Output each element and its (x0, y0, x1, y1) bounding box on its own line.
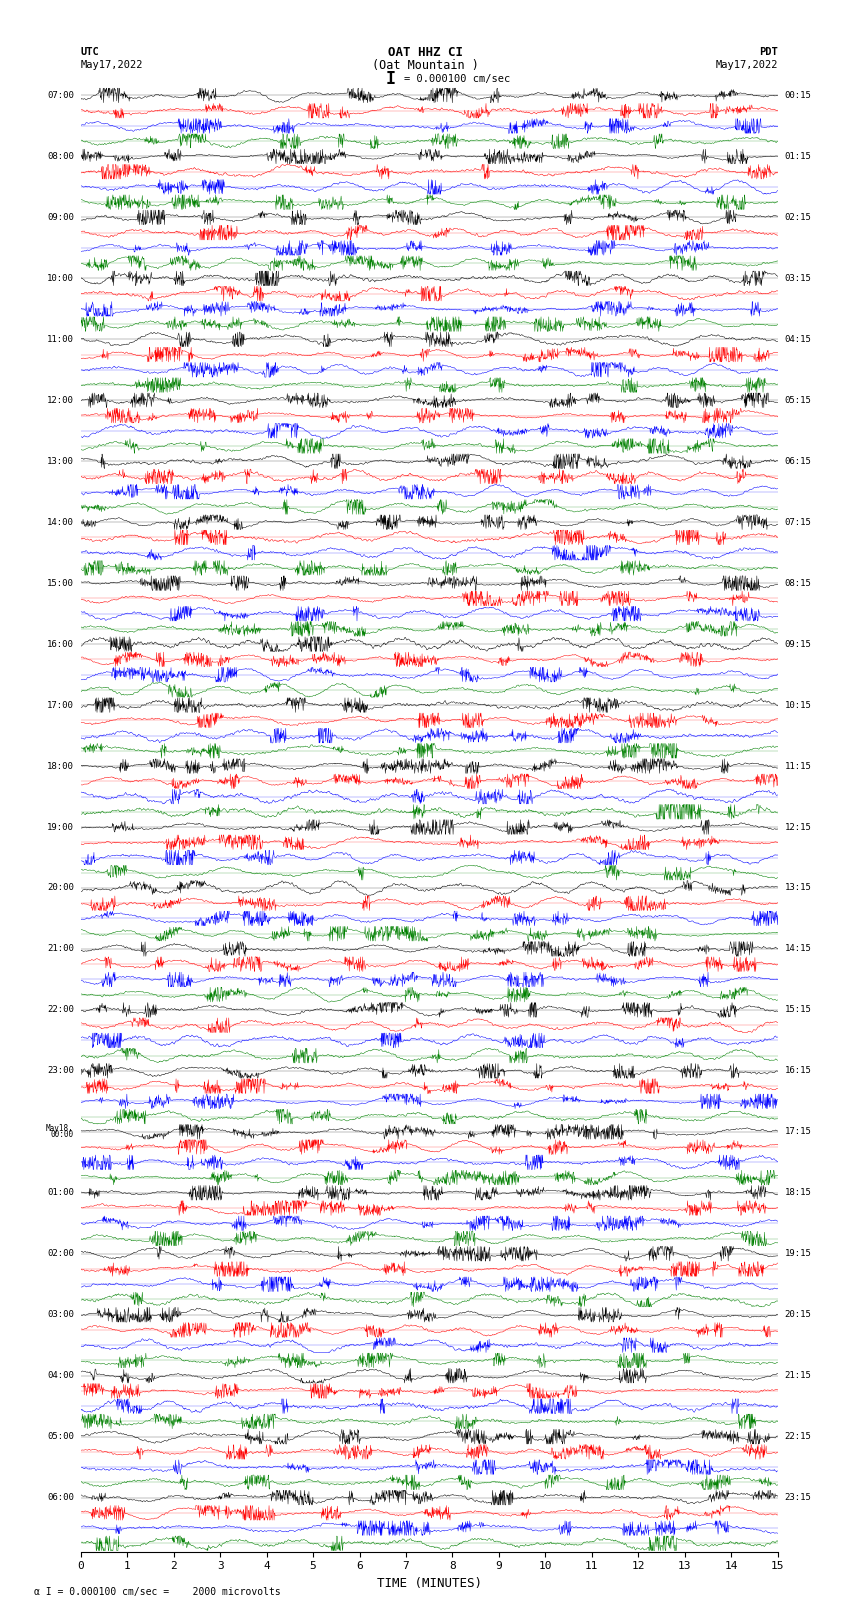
Text: 18:00: 18:00 (47, 761, 74, 771)
Text: 11:15: 11:15 (785, 761, 812, 771)
Text: 02:00: 02:00 (47, 1248, 74, 1258)
Text: 21:00: 21:00 (47, 945, 74, 953)
Text: 12:15: 12:15 (785, 823, 812, 832)
Text: I: I (386, 69, 396, 89)
Text: 22:15: 22:15 (785, 1432, 812, 1440)
Text: 12:00: 12:00 (47, 395, 74, 405)
X-axis label: TIME (MINUTES): TIME (MINUTES) (377, 1578, 482, 1590)
Text: 16:00: 16:00 (47, 640, 74, 648)
Text: 19:00: 19:00 (47, 823, 74, 832)
Text: 13:00: 13:00 (47, 456, 74, 466)
Text: 21:15: 21:15 (785, 1371, 812, 1381)
Text: 04:15: 04:15 (785, 336, 812, 344)
Text: 04:00: 04:00 (47, 1371, 74, 1381)
Text: 17:15: 17:15 (785, 1127, 812, 1136)
Text: 15:00: 15:00 (47, 579, 74, 587)
Text: May18,: May18, (46, 1124, 74, 1132)
Text: 09:15: 09:15 (785, 640, 812, 648)
Text: 10:15: 10:15 (785, 700, 812, 710)
Text: 15:15: 15:15 (785, 1005, 812, 1015)
Text: 23:00: 23:00 (47, 1066, 74, 1076)
Text: May17,2022: May17,2022 (81, 60, 144, 71)
Text: 07:00: 07:00 (47, 90, 74, 100)
Text: 06:00: 06:00 (47, 1494, 74, 1502)
Text: 17:00: 17:00 (47, 700, 74, 710)
Text: 09:00: 09:00 (47, 213, 74, 223)
Text: 18:15: 18:15 (785, 1189, 812, 1197)
Text: 01:00: 01:00 (47, 1189, 74, 1197)
Text: α I = 0.000100 cm/sec =    2000 microvolts: α I = 0.000100 cm/sec = 2000 microvolts (34, 1587, 280, 1597)
Text: 14:15: 14:15 (785, 945, 812, 953)
Text: 05:00: 05:00 (47, 1432, 74, 1440)
Text: 23:15: 23:15 (785, 1494, 812, 1502)
Text: 08:15: 08:15 (785, 579, 812, 587)
Text: 02:15: 02:15 (785, 213, 812, 223)
Text: 10:00: 10:00 (47, 274, 74, 282)
Text: 11:00: 11:00 (47, 336, 74, 344)
Text: 14:00: 14:00 (47, 518, 74, 527)
Text: 22:00: 22:00 (47, 1005, 74, 1015)
Text: PDT: PDT (759, 47, 778, 58)
Text: 07:15: 07:15 (785, 518, 812, 527)
Text: = 0.000100 cm/sec: = 0.000100 cm/sec (404, 74, 510, 84)
Text: OAT HHZ CI: OAT HHZ CI (388, 45, 462, 60)
Text: 03:00: 03:00 (47, 1310, 74, 1319)
Text: 20:00: 20:00 (47, 884, 74, 892)
Text: 05:15: 05:15 (785, 395, 812, 405)
Text: May17,2022: May17,2022 (715, 60, 778, 71)
Text: (Oat Mountain ): (Oat Mountain ) (371, 58, 479, 73)
Text: 01:15: 01:15 (785, 152, 812, 161)
Text: 06:15: 06:15 (785, 456, 812, 466)
Text: 20:15: 20:15 (785, 1310, 812, 1319)
Text: 03:15: 03:15 (785, 274, 812, 282)
Text: 13:15: 13:15 (785, 884, 812, 892)
Text: 16:15: 16:15 (785, 1066, 812, 1076)
Text: 00:15: 00:15 (785, 90, 812, 100)
Text: 00:00: 00:00 (51, 1129, 74, 1139)
Text: UTC: UTC (81, 47, 99, 58)
Text: 08:00: 08:00 (47, 152, 74, 161)
Text: 19:15: 19:15 (785, 1248, 812, 1258)
